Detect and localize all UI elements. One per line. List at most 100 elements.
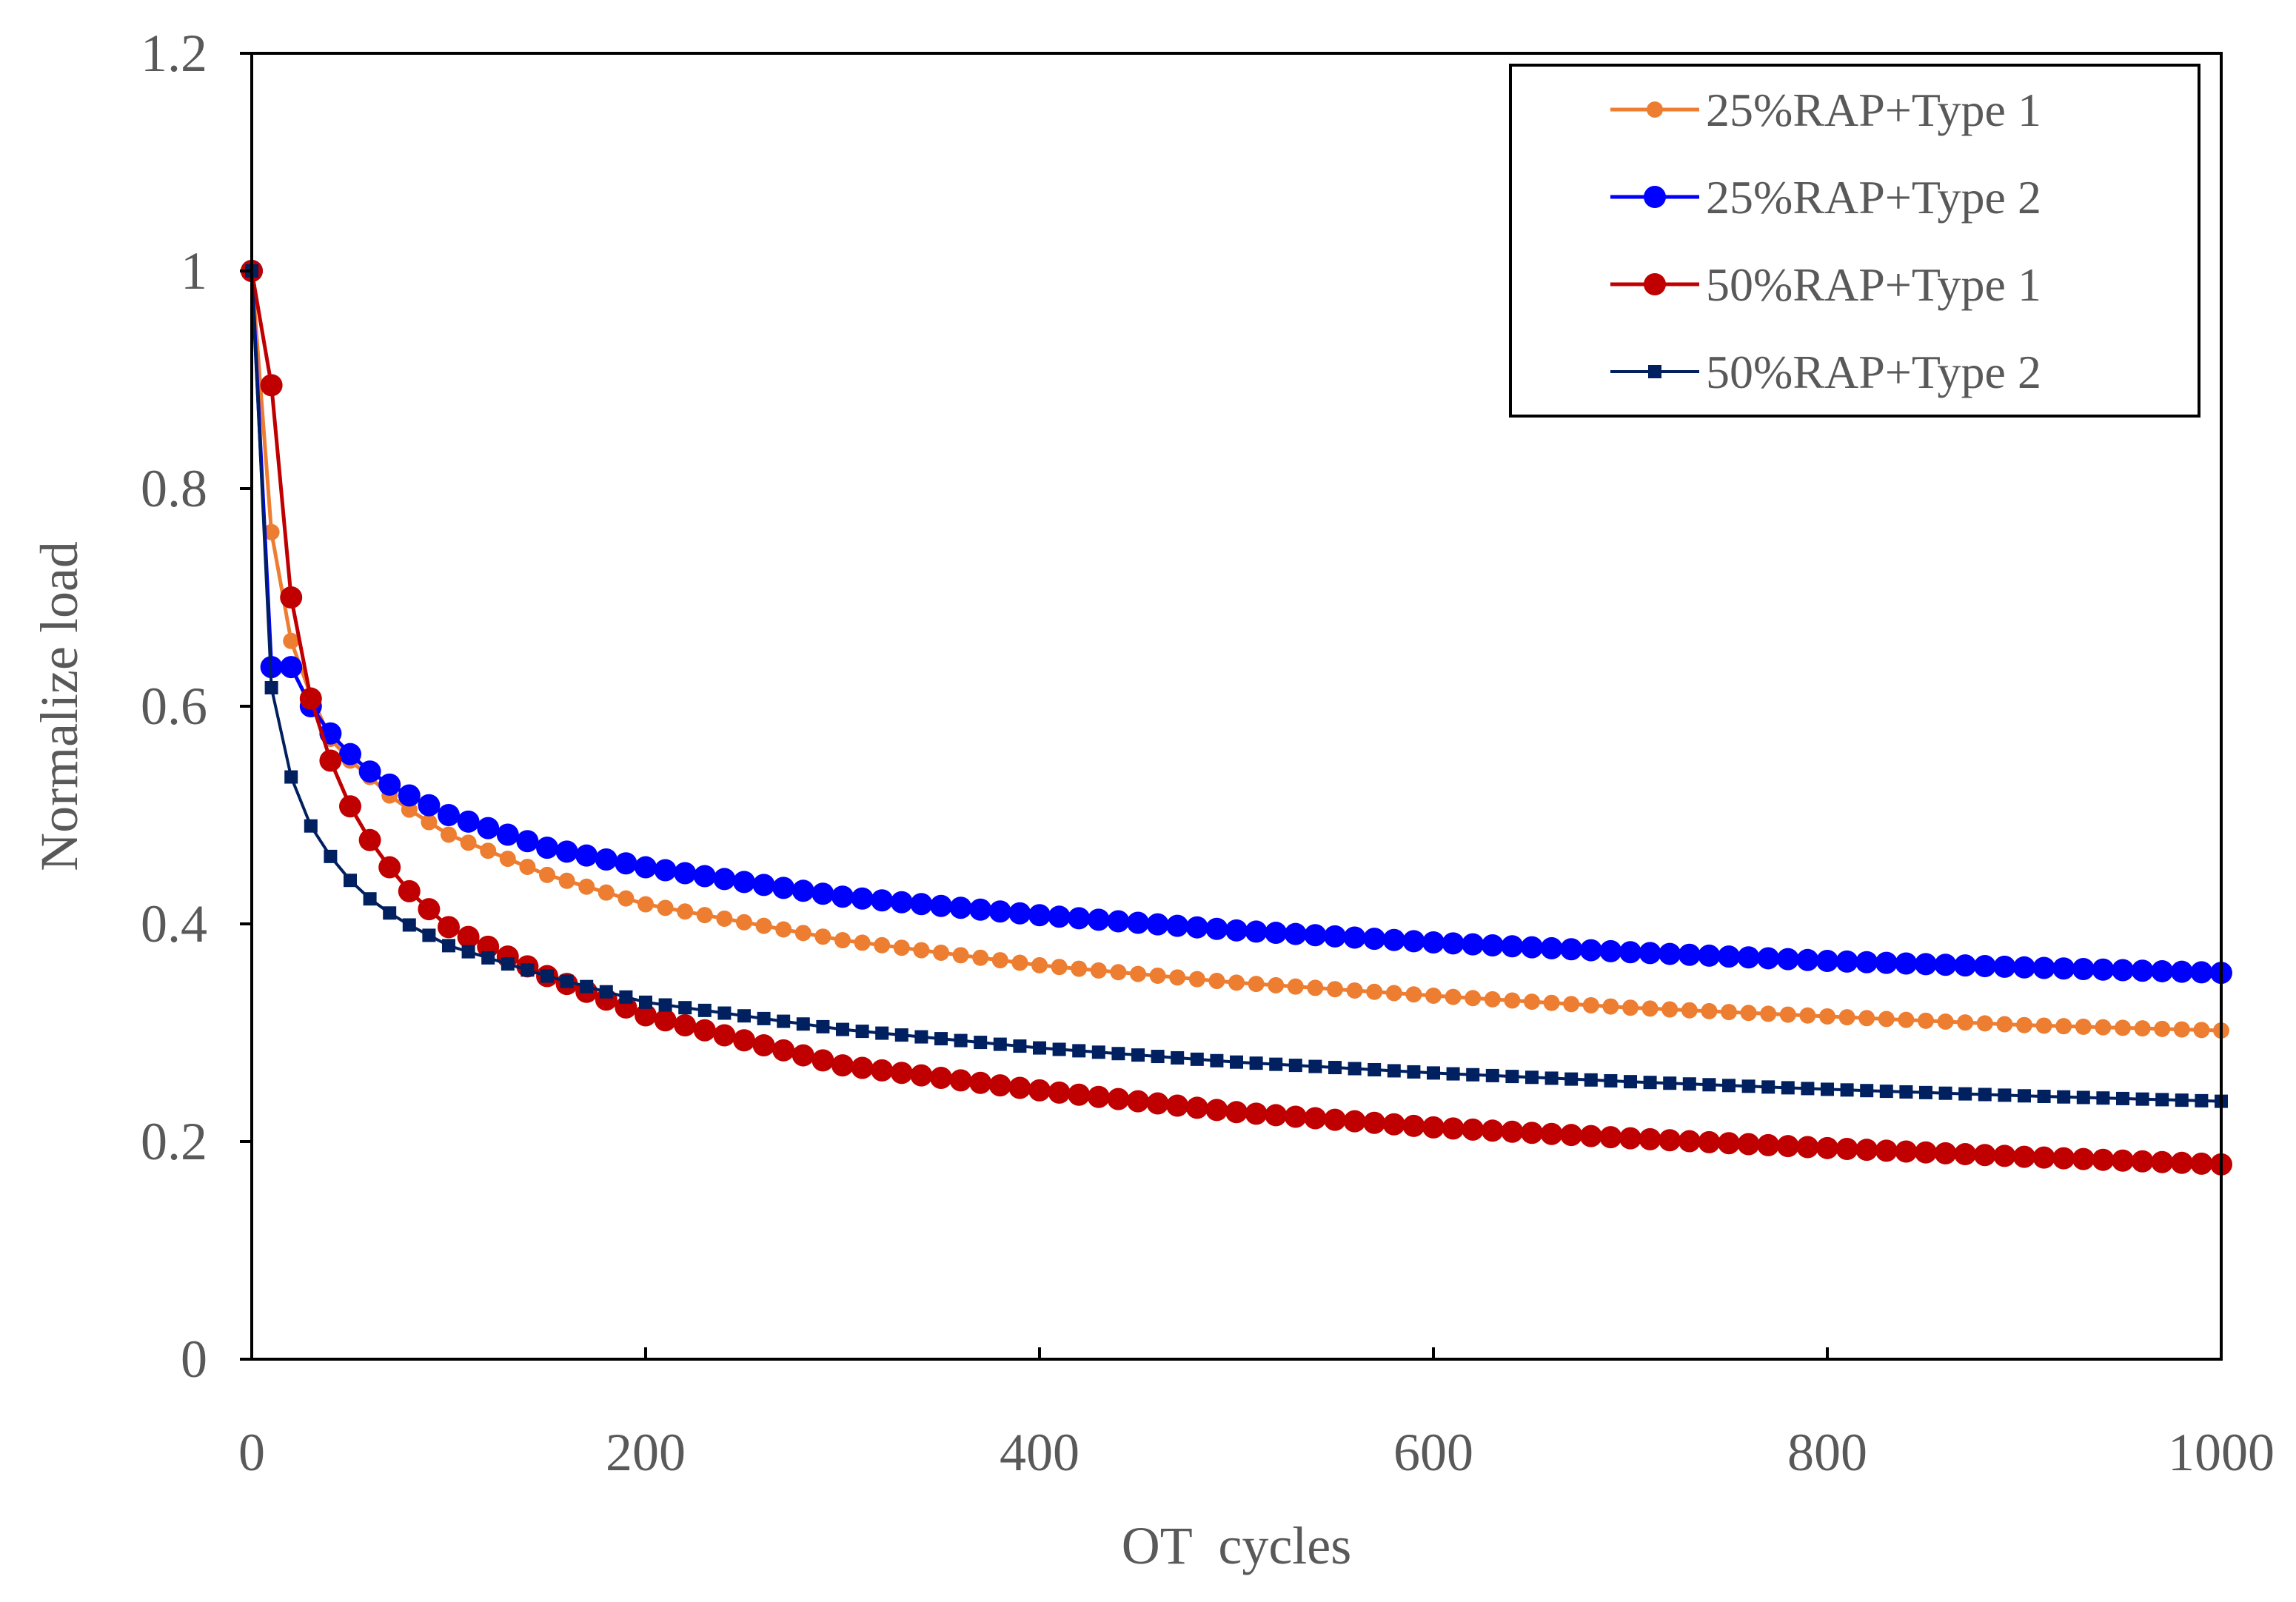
x-tick-label: 800 bbox=[1787, 1423, 1867, 1482]
data-point bbox=[284, 770, 298, 784]
data-point bbox=[1816, 949, 1838, 972]
data-point bbox=[677, 903, 694, 920]
data-point bbox=[1879, 1085, 1893, 1099]
data-point bbox=[1225, 1101, 1248, 1124]
data-point bbox=[2131, 959, 2154, 982]
data-point bbox=[1878, 1011, 1895, 1028]
data-point bbox=[1127, 911, 1149, 934]
data-point bbox=[913, 942, 930, 959]
data-point bbox=[2112, 959, 2134, 982]
data-point bbox=[2035, 1017, 2052, 1034]
data-point bbox=[1540, 936, 1563, 959]
data-point bbox=[1427, 1066, 1440, 1080]
data-point bbox=[1110, 964, 1127, 981]
legend-item: 50%RAP+Type 2 bbox=[1610, 346, 2041, 398]
data-point bbox=[1327, 981, 1343, 998]
data-point bbox=[1071, 960, 1088, 977]
data-point bbox=[1228, 974, 1245, 991]
data-point bbox=[1504, 992, 1521, 1009]
x-axis-title: OT cycles bbox=[1122, 1516, 1352, 1575]
data-point bbox=[1166, 1094, 1189, 1117]
data-point bbox=[1954, 954, 1977, 977]
data-point bbox=[836, 1022, 849, 1036]
data-point bbox=[674, 1014, 697, 1037]
data-point bbox=[1741, 1079, 1756, 1093]
y-tick-label: 0.2 bbox=[141, 1112, 207, 1171]
data-point bbox=[2116, 1091, 2129, 1105]
data-point bbox=[1855, 1139, 1878, 1162]
data-point bbox=[1307, 979, 1324, 996]
data-point bbox=[893, 939, 910, 956]
data-point bbox=[1860, 1084, 1874, 1098]
data-point bbox=[499, 851, 516, 868]
data-point bbox=[1446, 1067, 1460, 1081]
data-point bbox=[2115, 1019, 2131, 1036]
data-point bbox=[1835, 1137, 1858, 1160]
data-point bbox=[972, 949, 989, 966]
data-point bbox=[555, 840, 578, 863]
data-point bbox=[716, 910, 733, 927]
data-point bbox=[1146, 913, 1169, 936]
data-point bbox=[1166, 914, 1189, 937]
data-point bbox=[696, 907, 713, 924]
data-point bbox=[617, 890, 635, 907]
data-point bbox=[1639, 942, 1661, 965]
legend-item: 50%RAP+Type 1 bbox=[1610, 258, 2041, 311]
data-point bbox=[2092, 958, 2115, 981]
data-point bbox=[1973, 1144, 1996, 1167]
data-point bbox=[1564, 1072, 1579, 1086]
data-point bbox=[635, 856, 657, 879]
legend: 25%RAP+Type 1 25%RAP+Type 2 50%RAP+Type 1 5… bbox=[1509, 64, 2200, 418]
data-point bbox=[1544, 1071, 1559, 1085]
data-point bbox=[1130, 965, 1146, 982]
data-point bbox=[1919, 1085, 1932, 1099]
data-point bbox=[1481, 934, 1504, 956]
data-point bbox=[1524, 993, 1540, 1011]
data-point bbox=[1757, 947, 1780, 970]
data-point bbox=[1385, 985, 1402, 1002]
data-point bbox=[1760, 1005, 1777, 1022]
data-point bbox=[1324, 925, 1346, 948]
data-point bbox=[871, 1059, 894, 1082]
data-point bbox=[519, 858, 536, 875]
data-point bbox=[1028, 904, 1051, 927]
data-point bbox=[969, 898, 992, 921]
data-point bbox=[1521, 936, 1543, 959]
data-point bbox=[1796, 1136, 1819, 1159]
data-point bbox=[2032, 1146, 2055, 1169]
data-point bbox=[1484, 991, 1501, 1008]
data-point bbox=[1363, 928, 1386, 951]
data-point bbox=[1190, 1052, 1204, 1066]
data-point bbox=[2134, 1020, 2151, 1037]
data-point bbox=[1368, 1062, 1382, 1076]
data-point bbox=[1624, 1075, 1637, 1089]
data-point bbox=[398, 784, 421, 807]
data-point bbox=[1737, 1133, 1760, 1156]
data-point bbox=[890, 1062, 913, 1085]
data-point bbox=[1208, 973, 1225, 990]
data-point bbox=[934, 1032, 948, 1046]
data-point bbox=[993, 1037, 1007, 1051]
data-point bbox=[540, 969, 554, 983]
legend-label: 50%RAP+Type 1 bbox=[1706, 258, 2041, 311]
data-point bbox=[398, 879, 421, 902]
data-point bbox=[733, 871, 755, 894]
data-point bbox=[811, 1049, 834, 1072]
data-point bbox=[1875, 951, 1898, 974]
data-point bbox=[910, 893, 933, 916]
data-point bbox=[615, 852, 637, 875]
data-point bbox=[1855, 951, 1878, 973]
data-point bbox=[1111, 1047, 1125, 1061]
data-point bbox=[1781, 1081, 1795, 1095]
data-point bbox=[1249, 1056, 1263, 1070]
data-point bbox=[757, 1011, 771, 1025]
data-point bbox=[2072, 1147, 2095, 1170]
data-point bbox=[635, 1004, 657, 1027]
data-point bbox=[1405, 986, 1422, 1003]
data-point bbox=[1068, 1083, 1091, 1106]
data-point bbox=[501, 957, 515, 971]
data-point bbox=[2055, 1018, 2072, 1035]
data-point bbox=[1072, 1044, 1086, 1058]
data-point bbox=[1895, 1140, 1918, 1163]
